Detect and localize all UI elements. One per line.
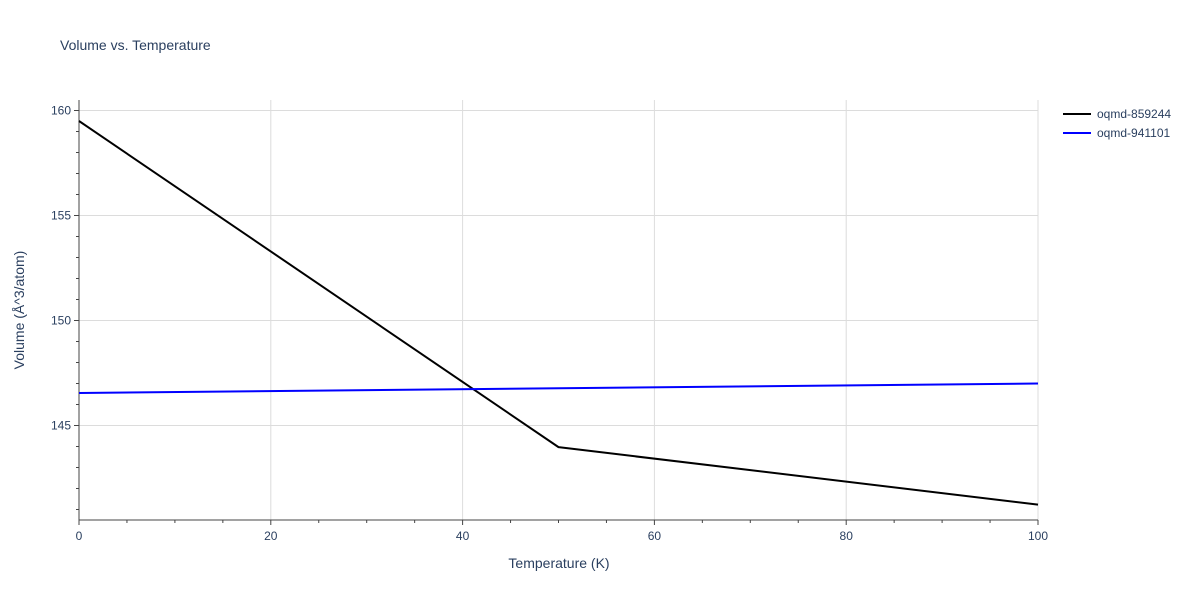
x-axis-title: Temperature (K) [508,555,609,571]
tick-labels: 0 20 40 60 80 100 145 150 155 160 [51,104,1048,544]
series-line-oqmd-859244 [78,120,1039,506]
y-tick-label: 155 [51,209,71,223]
legend-item-oqmd-859244[interactable]: oqmd-859244 [1063,107,1171,121]
grid [79,100,1039,520]
x-tick-label: 80 [840,529,854,543]
y-tick-label: 160 [51,104,71,118]
x-tick-label: 20 [264,529,278,543]
x-tick-label: 60 [648,529,662,543]
y-tick-label: 145 [51,419,71,433]
x-tick-label: 40 [456,529,470,543]
y-axis-title: Volume (Å^3/atom) [11,251,27,370]
legend-label: oqmd-859244 [1097,107,1171,121]
legend[interactable]: oqmd-859244 oqmd-941101 [1063,107,1171,140]
axes [74,100,1039,525]
series-lines [78,120,1039,506]
series-line-oqmd-941101 [78,382,1039,394]
chart-title: Volume vs. Temperature [60,37,211,53]
x-tick-label: 100 [1028,529,1048,543]
legend-item-oqmd-941101[interactable]: oqmd-941101 [1063,126,1170,140]
x-tick-label: 0 [76,529,83,543]
y-tick-label: 150 [51,314,71,328]
legend-label: oqmd-941101 [1097,126,1170,140]
